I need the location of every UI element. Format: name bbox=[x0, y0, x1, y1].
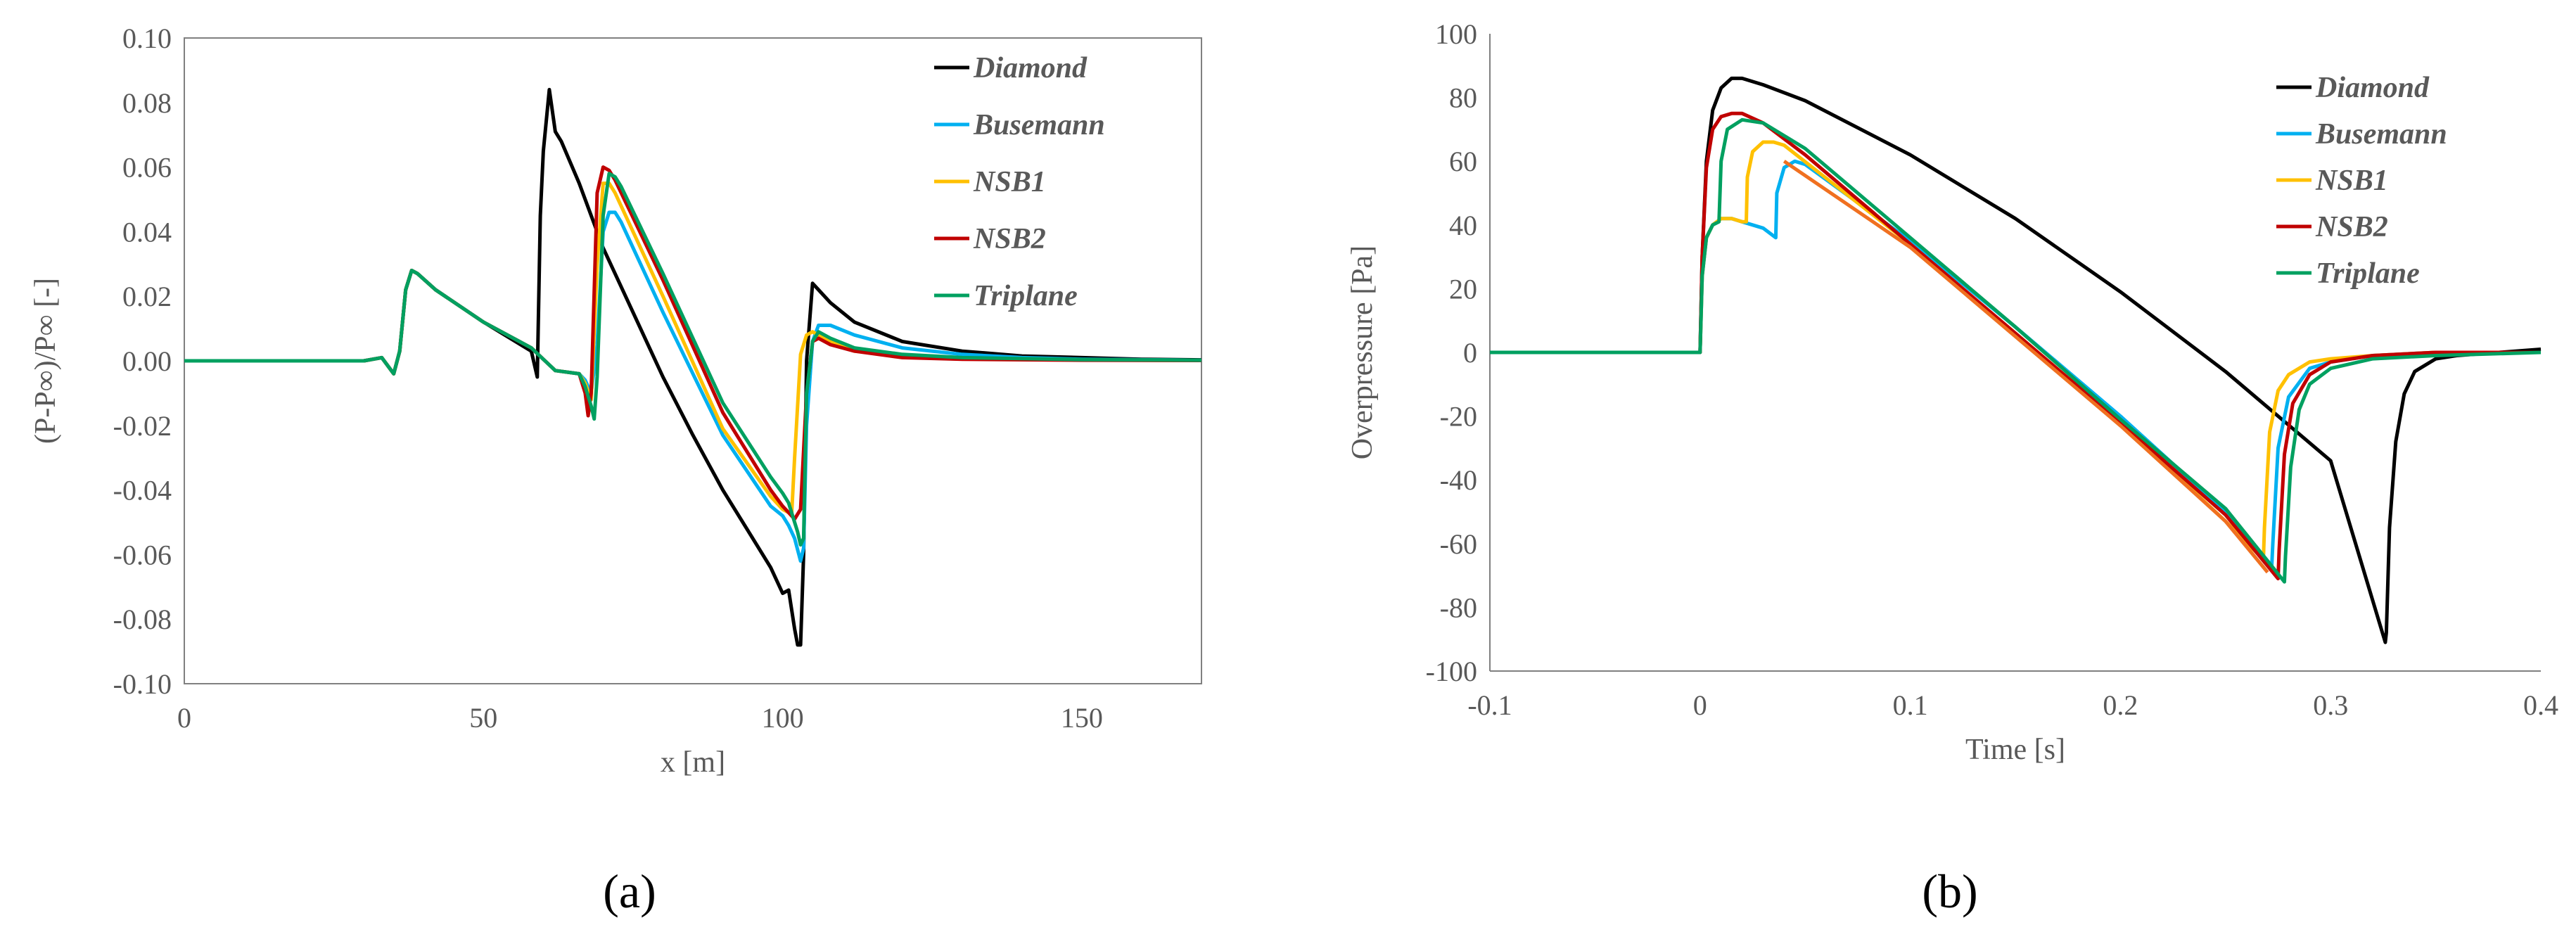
chart-b-y-tick-label: -40 bbox=[1440, 464, 1477, 496]
chart-a-series-busemann bbox=[184, 210, 1202, 563]
chart-b-series-triplane bbox=[1490, 117, 2542, 584]
chart-a-y-tick-label: -0.02 bbox=[113, 410, 172, 442]
chart-b-series-extra-5 bbox=[1783, 160, 2269, 574]
chart-a-legend-label-diamond: Diamond bbox=[973, 52, 1088, 84]
chart-a-x-tick-label: 100 bbox=[762, 702, 804, 734]
chart-b-y-tick-label: 40 bbox=[1449, 210, 1477, 241]
chart-a-y-tick-label: -0.06 bbox=[113, 539, 172, 570]
chart-b-x-tick-label: 0.2 bbox=[2103, 689, 2138, 721]
chart-b-x-tick-label: 0.4 bbox=[2523, 689, 2558, 721]
chart-b-y-axis-label: Overpressure [Pa] bbox=[1346, 245, 1379, 459]
chart-b: 100 80 60 40 20 0 -20 -40 -60 -80 -100-0.1 0 0.1 0.2 0… bbox=[1346, 18, 2558, 766]
chart-b-y-tick-label: 0 bbox=[1463, 337, 1477, 369]
chart-a-y-tick-label: -0.10 bbox=[113, 668, 172, 700]
chart-b-y-tick-label: 20 bbox=[1449, 273, 1477, 305]
chart-b-y-tick-label: 100 bbox=[1435, 18, 1477, 50]
chart-b-axes: 100 80 60 40 20 0 -20 -40 -60 -80 -100-0.1 0 0.1 0.2 0… bbox=[1426, 18, 2558, 721]
chart-b-y-tick-label: -60 bbox=[1440, 528, 1477, 560]
chart-a-y-axis-label: (P-P∞)/P∞ [-] bbox=[30, 278, 62, 444]
chart-b-y-tick-label: -20 bbox=[1440, 401, 1477, 433]
chart-b-legend-label-nsb2: NSB2 bbox=[2315, 211, 2388, 243]
chart-b-x-tick-label: 0.1 bbox=[1893, 689, 1928, 721]
chart-a-legend-label-triplane: Triplane bbox=[974, 280, 1078, 312]
chart-b-legend: Diamond Busemann NSB1 NSB2 Triplane bbox=[2276, 72, 2447, 290]
chart-a-y-tick-label: -0.08 bbox=[113, 604, 172, 635]
panel-label-b: (b) bbox=[1922, 864, 1977, 918]
chart-a-axes: 0.10 0.08 0.06 0.04 0.02 0.00 -0.02 -0.04 -0.06 -… bbox=[113, 23, 1103, 734]
chart-b-y-tick-label: 80 bbox=[1449, 82, 1477, 114]
chart-a: 0.10 0.08 0.06 0.04 0.02 0.00 -0.02 -0.04 -0.06 -… bbox=[30, 23, 1202, 779]
chart-a-y-tick-label: -0.04 bbox=[113, 475, 172, 506]
chart-b-x-tick-label: -0.1 bbox=[1467, 689, 1512, 721]
chart-a-legend-label-nsb2: NSB2 bbox=[973, 223, 1046, 255]
chart-a-legend-label-busemann: Busemann bbox=[973, 109, 1105, 141]
chart-a-y-tick-label: 0.10 bbox=[122, 23, 172, 54]
chart-a-series bbox=[184, 87, 1202, 647]
chart-b-series-nsb2 bbox=[1490, 111, 2541, 581]
chart-a-x-axis-label: x [m] bbox=[661, 746, 725, 779]
chart-b-legend-label-busemann: Busemann bbox=[2315, 118, 2447, 151]
chart-a-series-nsb2 bbox=[184, 165, 1202, 521]
chart-b-series-diamond bbox=[1490, 76, 2542, 644]
chart-a-y-tick-label: 0.02 bbox=[122, 281, 172, 312]
chart-a-y-tick-label: 0.08 bbox=[122, 87, 172, 119]
panel-label-a: (a) bbox=[603, 864, 656, 918]
chart-b-legend-label-nsb1: NSB1 bbox=[2315, 165, 2388, 197]
chart-a-x-tick-label: 150 bbox=[1061, 702, 1103, 734]
chart-b-y-tick-label: -100 bbox=[1426, 656, 1477, 687]
chart-b-legend-label-triplane: Triplane bbox=[2316, 257, 2420, 290]
chart-a-x-tick-label: 0 bbox=[177, 702, 191, 734]
chart-b-x-tick-label: 0 bbox=[1693, 689, 1707, 721]
chart-a-x-tick-label: 50 bbox=[469, 702, 497, 734]
chart-b-x-axis-label: Time [s] bbox=[1965, 734, 2065, 766]
chart-a-y-tick-label: 0.04 bbox=[122, 216, 172, 248]
chart-b-x-tick-label: 0.3 bbox=[2313, 689, 2348, 721]
chart-a-series-triplane bbox=[184, 172, 1202, 547]
chart-a-y-tick-label: 0.06 bbox=[122, 152, 172, 184]
chart-a-legend: Diamond Busemann NSB1 NSB2 Triplane bbox=[934, 52, 1105, 312]
chart-b-series bbox=[1490, 76, 2542, 644]
chart-b-legend-label-diamond: Diamond bbox=[2315, 72, 2430, 104]
chart-a-y-tick-label: 0.00 bbox=[122, 345, 172, 377]
chart-b-y-tick-label: 60 bbox=[1449, 146, 1477, 177]
chart-a-series-diamond bbox=[184, 87, 1202, 647]
chart-a-legend-label-nsb1: NSB1 bbox=[973, 166, 1046, 198]
chart-b-y-tick-label: -80 bbox=[1440, 592, 1477, 623]
